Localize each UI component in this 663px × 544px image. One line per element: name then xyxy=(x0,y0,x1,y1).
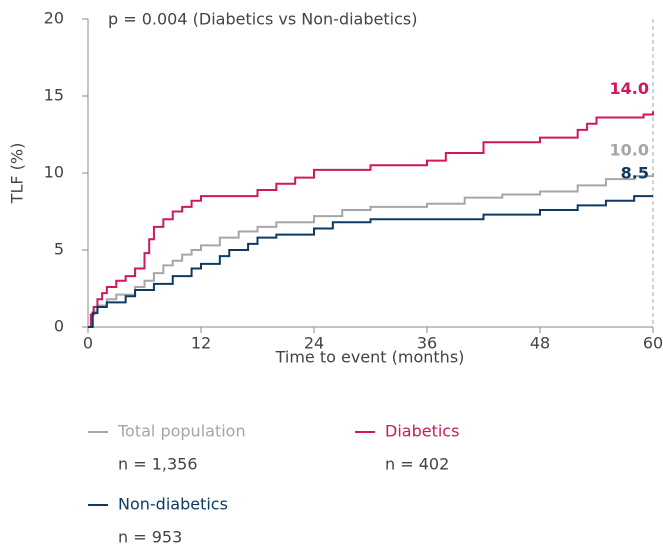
y-tick-label: 5 xyxy=(54,240,64,259)
legend-count: n = 1,356 xyxy=(118,455,198,474)
y-tick-label: 0 xyxy=(54,317,64,336)
km-line xyxy=(88,195,653,328)
x-tick-label: 12 xyxy=(191,334,211,353)
y-tick-label: 20 xyxy=(44,9,64,28)
end-label: 10.0 xyxy=(610,141,649,160)
legend-label: Total population xyxy=(117,422,246,441)
y-tick-label: 15 xyxy=(44,86,64,105)
km-line xyxy=(88,173,654,328)
x-tick-label: 0 xyxy=(83,334,93,353)
y-tick-label: 10 xyxy=(44,163,64,182)
y-axis-label: TLF (%) xyxy=(8,143,27,205)
legend-label: Diabetics xyxy=(385,422,459,441)
end-label: 8.5 xyxy=(621,164,649,183)
x-tick-label: 60 xyxy=(643,334,663,353)
x-tick-label: 24 xyxy=(304,334,324,353)
x-axis-label: Time to event (months) xyxy=(275,348,465,367)
x-tick-label: 48 xyxy=(530,334,550,353)
legend-label: Non-diabetics xyxy=(118,495,228,514)
annotation: p = 0.004 (Diabetics vs Non-diabetics) xyxy=(108,10,417,29)
km-line xyxy=(88,111,654,328)
legend-count: n = 953 xyxy=(118,528,182,544)
end-label: 14.0 xyxy=(610,79,649,98)
x-tick-label: 36 xyxy=(417,334,437,353)
legend-count: n = 402 xyxy=(385,455,449,474)
